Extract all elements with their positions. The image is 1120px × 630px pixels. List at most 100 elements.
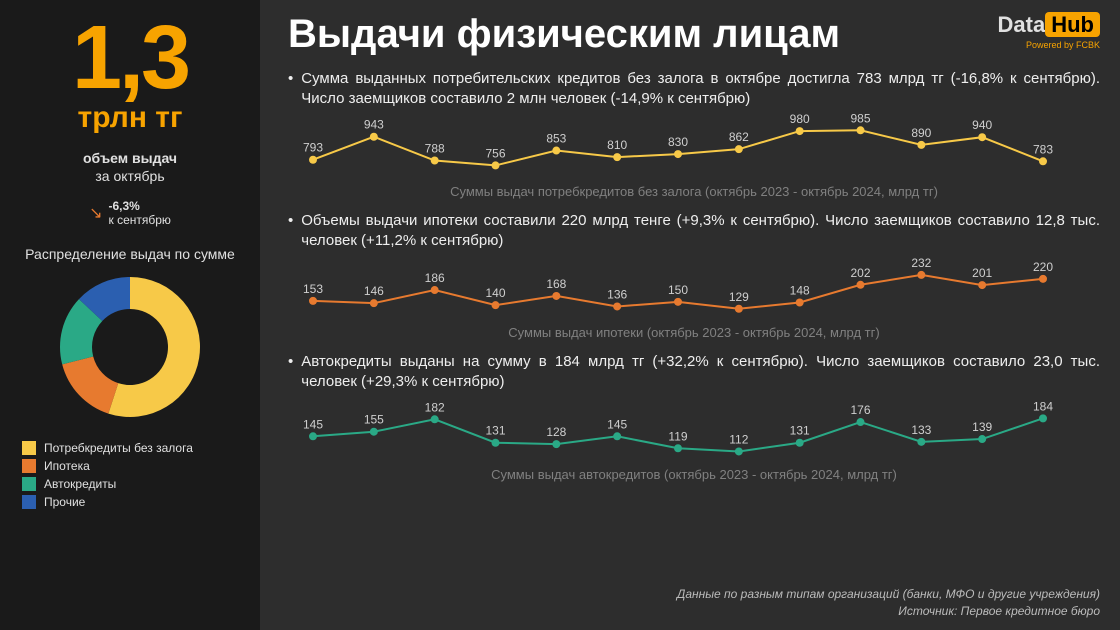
chart-value-label: 153 <box>303 282 323 296</box>
bullet-text: •Автокредиты выданы на сумму в 184 млрд … <box>288 352 1100 393</box>
chart-value-label: 793 <box>303 140 323 154</box>
main-panel: Выдачи физическим лицам DataHub Powered … <box>260 0 1120 630</box>
chart-marker <box>978 281 986 289</box>
logo: DataHub Powered by FCBK <box>998 12 1100 50</box>
chart-value-label: 202 <box>850 266 870 280</box>
chart-value-label: 186 <box>425 271 445 285</box>
chart-marker <box>309 432 317 440</box>
chart-value-label: 133 <box>911 422 931 436</box>
change-pct: -6,3% <box>108 199 139 213</box>
chart-marker <box>1039 414 1047 422</box>
chart-marker <box>674 444 682 452</box>
chart-marker <box>552 440 560 448</box>
chart-marker <box>492 161 500 169</box>
chart-marker <box>370 299 378 307</box>
chart-value-label: 853 <box>546 131 566 145</box>
sidebar: 1,3 трлн тг объем выдач за октябрь ↘ -6,… <box>0 0 260 630</box>
chart-marker <box>796 127 804 135</box>
chart-marker <box>978 435 986 443</box>
chart-marker <box>857 126 865 134</box>
legend-swatch <box>22 441 36 455</box>
chart-value-label: 150 <box>668 283 688 297</box>
legend-swatch <box>22 495 36 509</box>
chart-marker <box>431 286 439 294</box>
chart-marker <box>309 297 317 305</box>
legend-swatch <box>22 477 36 491</box>
sparkline-chart: 793943788756853810830862980985890940783 <box>288 110 1068 180</box>
legend-item: Потребкредиты без залога <box>22 441 248 455</box>
chart-marker <box>674 298 682 306</box>
donut-legend: Потребкредиты без залога Ипотека Автокреди… <box>12 441 248 513</box>
chart-marker <box>431 156 439 164</box>
chart-value-label: 129 <box>729 290 749 304</box>
chart-marker <box>857 281 865 289</box>
bullet-content: Сумма выданных потребительских кредитов … <box>301 69 1100 110</box>
chart-value-label: 943 <box>364 117 384 131</box>
sparkline-chart: 145155182131128145119112131176133139184 <box>288 393 1068 463</box>
sparkline-chart: 153146186140168136150129148202232201220 <box>288 251 1068 321</box>
chart-value-label: 148 <box>790 284 810 298</box>
chart-value-label: 140 <box>485 286 505 300</box>
chart-blocks: •Сумма выданных потребительских кредитов… <box>288 57 1100 482</box>
change-label: к сентябрю <box>108 213 170 227</box>
headline-subtitle: объем выдач за октябрь <box>83 149 177 185</box>
legend-item: Ипотека <box>22 459 248 473</box>
chart-marker <box>917 437 925 445</box>
logo-subtitle: Powered by FCBK <box>998 40 1100 50</box>
chart-value-label: 985 <box>850 111 870 125</box>
legend-label: Потребкредиты без залога <box>44 441 193 455</box>
legend-swatch <box>22 459 36 473</box>
logo-text: DataHub <box>998 12 1100 38</box>
chart-value-label: 232 <box>911 256 931 270</box>
chart-value-label: 136 <box>607 287 627 301</box>
bullet-text: •Сумма выданных потребительских кредитов… <box>288 69 1100 110</box>
chart-marker <box>492 438 500 446</box>
chart-value-label: 810 <box>607 138 627 152</box>
bullet-text: •Объемы выдачи ипотеки составили 220 млр… <box>288 211 1100 252</box>
chart-value-label: 145 <box>303 417 323 431</box>
chart-value-label: 155 <box>364 412 384 426</box>
change-text: -6,3% к сентябрю <box>108 199 170 228</box>
chart-value-label: 119 <box>668 429 687 443</box>
legend-item: Прочие <box>22 495 248 509</box>
chart-value-label: 131 <box>485 423 505 437</box>
donut-chart <box>55 272 205 427</box>
chart-marker <box>431 415 439 423</box>
footer: Данные по разным типам организаций (банк… <box>288 580 1100 620</box>
chart-marker <box>857 418 865 426</box>
change-row: ↘ -6,3% к сентябрю <box>89 199 171 228</box>
chart-value-label: 783 <box>1033 142 1053 156</box>
chart-block: •Сумма выданных потребительских кредитов… <box>288 69 1100 199</box>
headline-number: 1,3 <box>72 20 188 97</box>
chart-marker <box>917 140 925 148</box>
chart-marker <box>492 301 500 309</box>
chart-block: •Автокредиты выданы на сумму в 184 млрд … <box>288 352 1100 482</box>
logo-word1: Data <box>998 12 1046 37</box>
chart-value-label: 980 <box>790 112 810 126</box>
page-title: Выдачи физическим лицам <box>288 12 840 57</box>
chart-marker <box>613 302 621 310</box>
chart-value-label: 146 <box>364 284 384 298</box>
chart-marker <box>978 133 986 141</box>
bullet-icon: • <box>288 211 293 252</box>
footer-line1: Данные по разным типам организаций (банк… <box>288 586 1100 603</box>
chart-caption: Суммы выдач ипотеки (октябрь 2023 - октя… <box>288 325 1100 340</box>
subtitle-rest: за октябрь <box>95 168 164 184</box>
chart-marker <box>552 292 560 300</box>
chart-value-label: 940 <box>972 118 992 132</box>
chart-marker <box>613 153 621 161</box>
legend-label: Прочие <box>44 495 85 509</box>
bullet-icon: • <box>288 69 293 110</box>
chart-marker <box>1039 157 1047 165</box>
logo-word2: Hub <box>1045 12 1100 37</box>
chart-marker <box>309 155 317 163</box>
subtitle-bold: объем выдач <box>83 150 177 166</box>
chart-value-label: 112 <box>729 432 748 446</box>
bullet-content: Автокредиты выданы на сумму в 184 млрд т… <box>301 352 1100 393</box>
chart-marker <box>1039 275 1047 283</box>
legend-label: Автокредиты <box>44 477 116 491</box>
chart-value-label: 201 <box>972 266 992 280</box>
header: Выдачи физическим лицам DataHub Powered … <box>288 12 1100 57</box>
chart-marker <box>370 427 378 435</box>
chart-value-label: 128 <box>546 425 566 439</box>
